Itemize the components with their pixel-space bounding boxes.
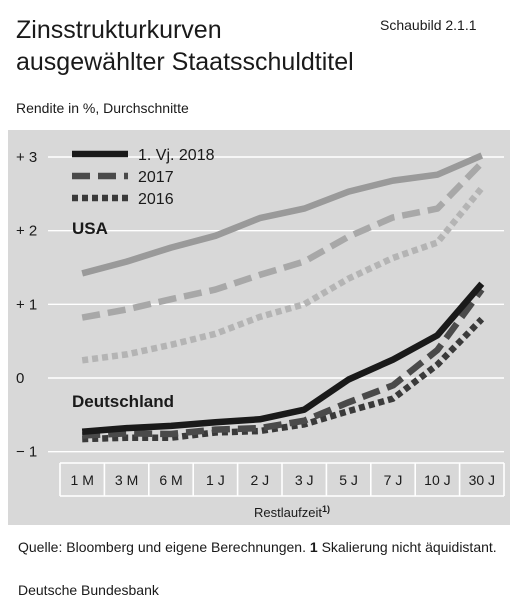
x-tick-label: 2 J bbox=[250, 472, 269, 488]
legend-label: 2016 bbox=[138, 191, 174, 208]
x-tick-label: 5 J bbox=[339, 472, 358, 488]
source-text: Quelle: Bloomberg und eigene Berechnunge… bbox=[18, 539, 306, 555]
x-tick-label: 3 M bbox=[115, 472, 138, 488]
series-line-deutschland-dotted bbox=[82, 316, 485, 443]
publisher: Deutsche Bundesbank bbox=[18, 582, 159, 598]
y-tick-label: + 1 bbox=[16, 296, 37, 313]
x-tick-label: 1 J bbox=[206, 472, 225, 488]
plot-background bbox=[8, 130, 510, 525]
series-line-deutschland-solid bbox=[81, 281, 485, 436]
group-label-usa: USA bbox=[72, 219, 108, 238]
x-tick-label: 7 J bbox=[384, 472, 403, 488]
group-label-deutschland: Deutschland bbox=[72, 392, 174, 411]
x-axis-label-footnote: 1) bbox=[322, 504, 330, 514]
y-tick-label: − 1 bbox=[16, 444, 37, 461]
series-line-deutschland-dashed bbox=[82, 287, 485, 439]
line-chart: + 3 + 2 + 1 0 − 1 1 M 3 M 6 M 1 J 2 J 3 J 5 J 7 J 10 … bbox=[8, 130, 510, 525]
x-tick-label: 1 M bbox=[71, 472, 94, 488]
y-tick-label: 0 bbox=[16, 370, 24, 387]
chart-area: + 3 + 2 + 1 0 − 1 1 M 3 M 6 M 1 J 2 J 3 J 5 J 7 J 10 … bbox=[8, 130, 510, 525]
chart-title: Zinsstrukturkurven ausgewählter Staatssc… bbox=[16, 14, 376, 78]
x-tick-label: 30 J bbox=[469, 472, 495, 488]
x-tick-label: 10 J bbox=[424, 472, 450, 488]
y-tick-label: + 3 bbox=[16, 149, 37, 166]
series-line-usa-solid bbox=[81, 152, 484, 277]
footnote-text: Skalierung nicht äquidistant. bbox=[321, 539, 497, 555]
legend-label: 2017 bbox=[138, 169, 174, 186]
legend-label: 1. Vj. 2018 bbox=[138, 147, 215, 164]
series-line-usa-dashed bbox=[81, 160, 485, 321]
chart-subtitle: Rendite in %, Durchschnitte bbox=[16, 100, 189, 116]
y-tick-label: + 2 bbox=[16, 223, 37, 240]
x-tick-label: 6 M bbox=[159, 472, 182, 488]
chart-title-line1: Zinsstrukturkurven bbox=[16, 16, 222, 44]
chart-title-line2: ausgewählter Staatsschuldtitel bbox=[16, 48, 354, 76]
x-axis-label: Restlaufzeit1) bbox=[254, 504, 330, 520]
series-line-usa-dotted bbox=[81, 185, 485, 364]
source-note: Quelle: Bloomberg und eigene Berechnunge… bbox=[18, 538, 506, 557]
footnote-marker: 1 bbox=[309, 539, 318, 555]
figure-number: Schaubild 2.1.1 bbox=[380, 17, 477, 33]
x-tick-label: 3 J bbox=[295, 472, 314, 488]
